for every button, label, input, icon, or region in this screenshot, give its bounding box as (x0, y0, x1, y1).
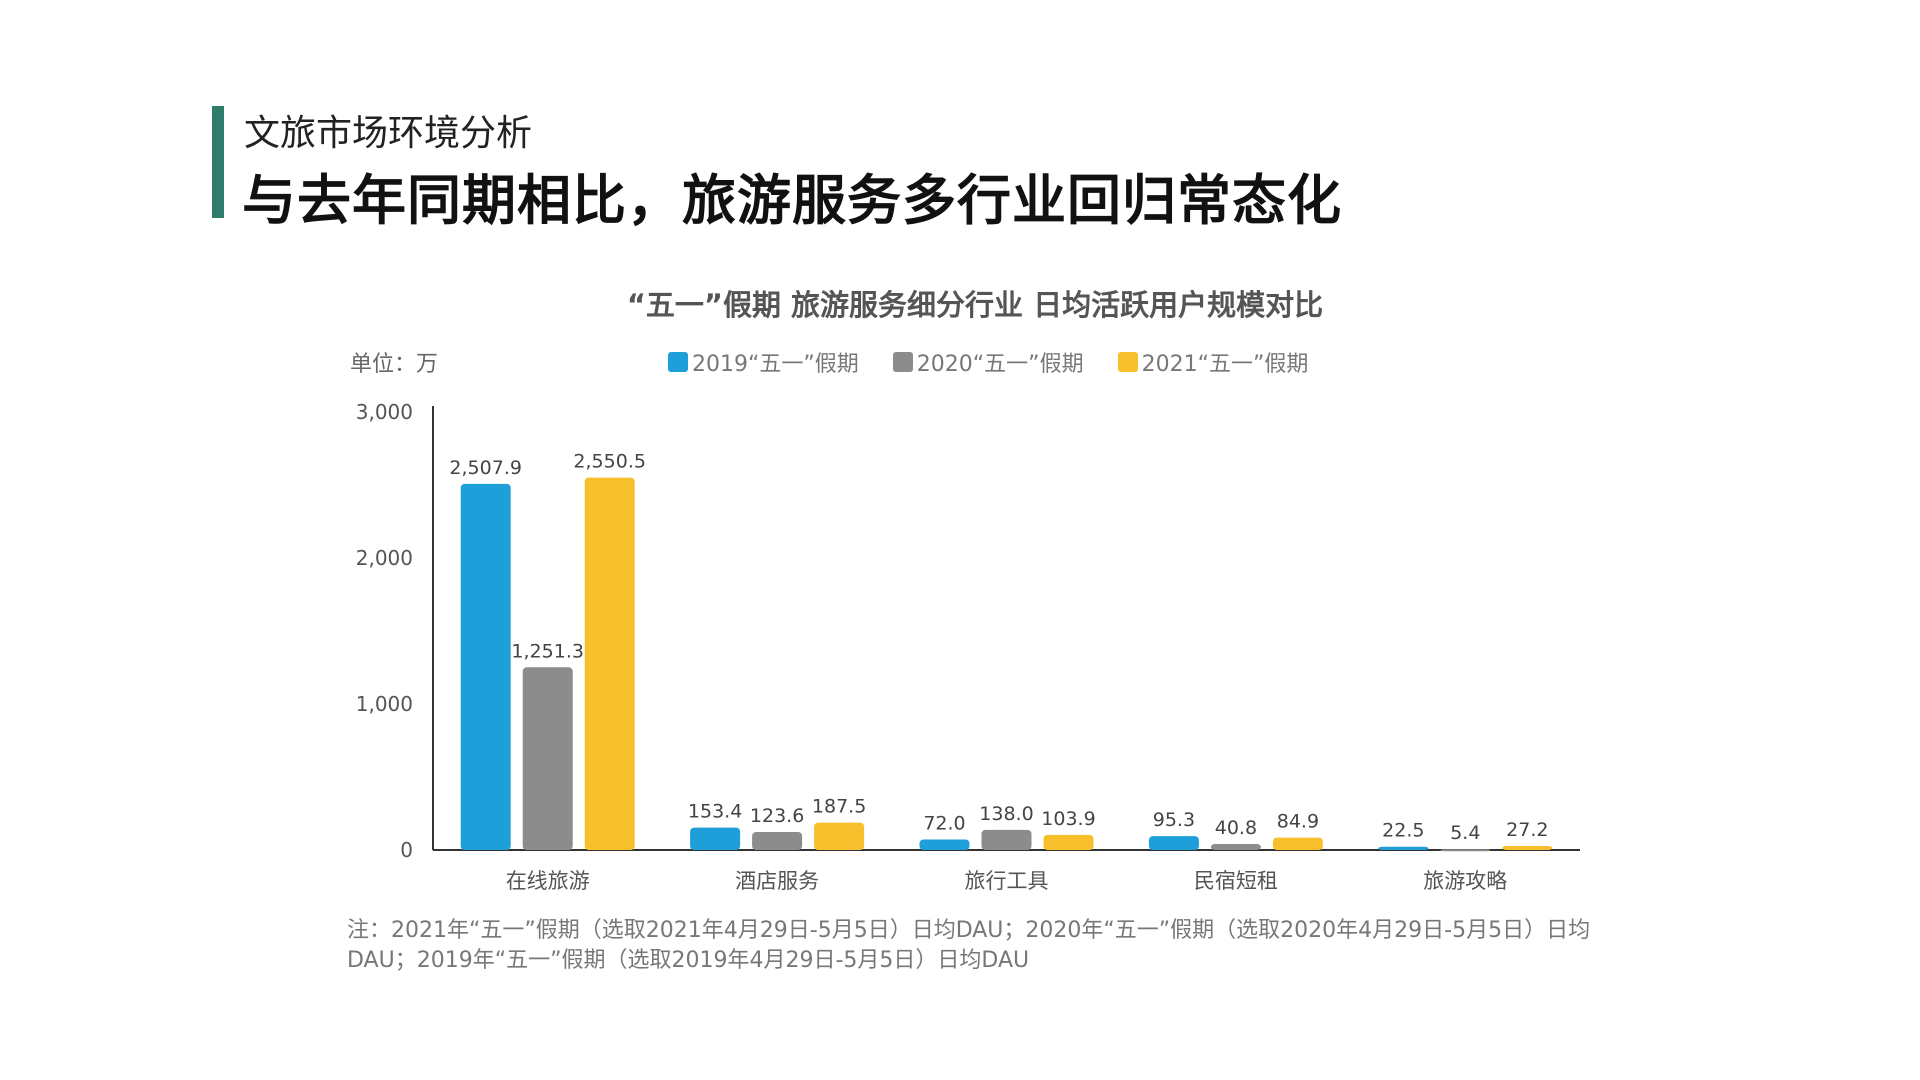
bar (690, 827, 741, 850)
bar (814, 822, 865, 850)
legend-swatch-2020 (892, 352, 913, 372)
x-tick-label: 酒店服务 (735, 869, 819, 893)
data-label: 187.5 (812, 796, 866, 818)
bar (1502, 846, 1553, 850)
y-tick-label: 3,000 (356, 400, 413, 424)
data-label: 84.9 (1277, 811, 1319, 833)
data-label: 5.4 (1450, 822, 1480, 844)
data-label: 72.0 (923, 812, 965, 834)
y-tick-label: 0 (400, 838, 413, 862)
data-label: 1,251.3 (511, 640, 584, 662)
x-tick-label: 民宿短租 (1194, 869, 1278, 893)
chart-panel: “五一”假期 旅游服务细分行业 日均活跃用户规模对比 单位：万 2019“五一”… (285, 262, 1665, 992)
bar (981, 829, 1032, 850)
x-tick-label: 在线旅游 (506, 869, 590, 893)
data-label: 22.5 (1382, 820, 1424, 842)
legend-swatch-2019 (668, 352, 688, 372)
bar (1043, 834, 1094, 850)
legend-label-2020: 2020“五一”假期 (916, 352, 1084, 377)
legend-item-2019: 2019“五一”假期 (668, 346, 859, 378)
legend-label-2021: 2021“五一”假期 (1141, 352, 1309, 377)
legend-item-2020: 2020“五一”假期 (892, 346, 1084, 378)
x-tick-label: 旅行工具 (965, 869, 1049, 893)
bar (752, 831, 803, 850)
bar (1272, 837, 1323, 850)
page-headline: 与去年同期相比，旅游服务多行业回归常态化 (242, 169, 1342, 232)
bar (919, 839, 970, 850)
data-label: 40.8 (1215, 817, 1257, 839)
data-label: 123.6 (750, 805, 804, 827)
data-label: 103.9 (1041, 808, 1095, 830)
legend-label-2019: 2019“五一”假期 (692, 352, 859, 377)
bar (584, 477, 635, 850)
data-label: 153.4 (688, 801, 742, 823)
legend-swatch-2021 (1117, 352, 1138, 372)
data-label: 2,550.5 (573, 451, 646, 473)
bar (1378, 846, 1429, 850)
unit-label: 单位：万 (350, 352, 439, 377)
y-tick-label: 1,000 (356, 692, 413, 716)
data-label: 27.2 (1506, 819, 1548, 841)
bar (522, 667, 573, 850)
bar (460, 483, 511, 850)
section-label: 文旅市场环境分析 (244, 113, 533, 154)
bar (1210, 844, 1261, 850)
y-tick-label: 2,000 (356, 546, 413, 570)
chart-title: “五一”假期 旅游服务细分行业 日均活跃用户规模对比 (626, 288, 1324, 322)
bar (1440, 849, 1491, 852)
data-label: 95.3 (1153, 809, 1195, 831)
bar-chart: 0 1,000 2,000 3,000 2,507.9 1,251.3 2,550.5 在线旅… (356, 400, 1580, 893)
chart-legend: 2019“五一”假期 2020“五一”假期 2021“五一”假期 (668, 346, 1308, 378)
data-label: 2,507.9 (449, 457, 522, 479)
x-tick-label: 旅游攻略 (1423, 869, 1507, 893)
title-accent-bar (212, 106, 224, 218)
data-label: 138.0 (979, 803, 1033, 825)
bar (1148, 836, 1199, 850)
chart-note: 注：2021年“五一”假期（选取2021年4月29日-5月5日）日均DAU；20… (347, 918, 1591, 973)
legend-item-2021: 2021“五一”假期 (1117, 346, 1309, 378)
